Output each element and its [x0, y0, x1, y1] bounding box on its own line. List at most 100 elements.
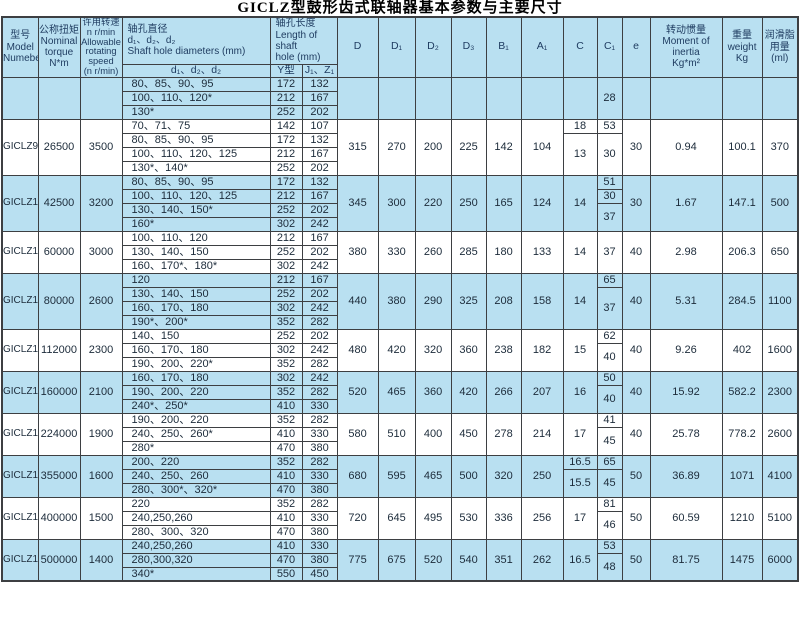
cell-D: 315	[336, 118, 379, 176]
cell-C1: 45	[596, 468, 623, 498]
table-row: GICLZ1042500320080、85、90、951721323453002…	[1, 174, 799, 232]
cell-D1: 380	[377, 272, 416, 330]
cell-length-j-z: 132	[301, 174, 338, 190]
cell-C1: 46	[596, 510, 623, 540]
cell-D2: 320	[414, 328, 452, 372]
cell-C: 14	[562, 272, 598, 330]
col-header-D3: D₃	[450, 16, 487, 78]
cell-shaft-diameters: 100、110、120、125	[121, 188, 271, 204]
cell-shaft-diameters: 160*	[121, 216, 271, 232]
table-row: 190*、200* 352 282	[2, 314, 798, 330]
cell-C: 16	[562, 370, 598, 414]
cell-length-y: 302	[269, 300, 303, 316]
cell-length-j-z: 242	[301, 258, 338, 274]
cell-shaft-diameters: 280、300、320	[121, 524, 271, 540]
cell-inertia	[649, 76, 723, 120]
cell-D2: 290	[414, 272, 452, 330]
cell-e	[621, 76, 651, 120]
cell-shaft-diameters: 160、170*、180*	[121, 258, 271, 274]
cell-D: 580	[336, 412, 379, 456]
cell-D: 480	[336, 328, 379, 372]
cell-C: 17	[562, 412, 598, 456]
cell-weight: 284.5	[721, 272, 763, 330]
col-subheader-j-z-type: J₁、Z₁	[301, 63, 338, 78]
cell-speed: 3000	[79, 230, 123, 274]
cell-A1: 158	[520, 272, 564, 330]
cell-length-y: 212	[269, 188, 303, 204]
cell-shaft-diameters: 100、110、120*	[121, 90, 271, 106]
cell-length-y: 252	[269, 244, 303, 260]
cell-length-j-z: 107	[301, 118, 338, 134]
cell-length-j-z: 282	[301, 384, 338, 400]
cell-weight: 206.3	[721, 230, 763, 274]
cell-C: 14	[562, 230, 598, 274]
cell-torque	[37, 76, 81, 120]
cell-length-y: 172	[269, 76, 303, 92]
cell-shaft-diameters: 130、140、150	[121, 286, 271, 302]
cell-shaft-diameters: 100、110、120	[121, 230, 271, 246]
cell-A1: 104	[520, 118, 564, 176]
cell-weight	[721, 76, 763, 120]
col-header-weight: 重量 weight Kg	[721, 16, 763, 78]
cell-length-y: 352	[269, 356, 303, 372]
cell-shaft-diameters: 80、85、90、95	[121, 132, 271, 148]
spec-table: 型号 Model Numeber 公称扭矩 Nominal torque N*m…	[1, 16, 800, 583]
cell-length-j-z: 330	[301, 426, 338, 442]
cell-D3: 285	[450, 230, 487, 274]
cell-D1: 300	[377, 174, 416, 232]
cell-C1: 40	[596, 342, 623, 372]
cell-torque: 400000	[37, 496, 81, 540]
cell-weight: 402	[721, 328, 763, 372]
cell-length-j-z: 167	[301, 188, 338, 204]
table-row: GICLZ131120002300140、1502522024804203203…	[1, 328, 799, 372]
col-header-model: 型号 Model Numeber	[1, 16, 39, 78]
cell-C: 14	[562, 174, 598, 232]
cell-inertia: 1.67	[649, 174, 723, 232]
cell-A1: 214	[520, 412, 564, 456]
cell-grease: 650	[761, 230, 799, 274]
table-row: 160、170*、180* 302 242	[2, 258, 798, 274]
cell-D1: 510	[377, 412, 416, 456]
cell-length-y: 410	[269, 538, 303, 554]
cell-D3: 360	[450, 328, 487, 372]
cell-model	[1, 76, 39, 120]
cell-inertia: 81.75	[649, 538, 723, 582]
cell-length-j-z: 282	[301, 454, 338, 470]
cell-shaft-diameters: 190、200、220	[121, 412, 271, 428]
cell-inertia: 15.92	[649, 370, 723, 414]
cell-C1: 37	[596, 286, 623, 330]
cell-length-j-z: 202	[301, 244, 338, 260]
cell-grease: 1100	[761, 272, 799, 330]
cell-e: 40	[621, 370, 651, 414]
cell-e: 40	[621, 272, 651, 330]
col-header-torque: 公称扭矩 Nominal torque N*m	[37, 16, 81, 78]
cell-length-j-z: 330	[301, 510, 338, 526]
cell-C	[562, 76, 598, 120]
cell-D2: 465	[414, 454, 452, 498]
cell-B1: 278	[485, 412, 522, 456]
cell-length-y: 212	[269, 272, 303, 288]
col-header-C1: C₁	[596, 16, 623, 78]
cell-C1: 37	[596, 230, 623, 274]
table-row: 240、250、260* 410 330 45	[2, 426, 798, 456]
cell-length-j-z: 202	[301, 104, 338, 120]
cell-D: 775	[336, 538, 379, 582]
table-row: 280,300,320 470 380 48	[2, 552, 798, 582]
cell-model: GICLZ9	[1, 118, 39, 176]
cell-shaft-diameters: 200、220	[121, 454, 271, 470]
cell-length-y: 212	[269, 230, 303, 246]
cell-grease: 500	[761, 174, 799, 232]
cell-D1: 595	[377, 454, 416, 498]
cell-speed: 1400	[79, 538, 123, 582]
col-subheader-diameters: d₁、d₂、d₂	[121, 63, 271, 78]
cell-inertia: 0.94	[649, 118, 723, 176]
cell-D3: 325	[450, 272, 487, 330]
cell-grease: 4100	[761, 454, 799, 498]
cell-weight: 778.2	[721, 412, 763, 456]
cell-length-j-z: 450	[301, 566, 338, 582]
cell-shaft-diameters: 130*、140*	[121, 160, 271, 176]
cell-grease: 370	[761, 118, 799, 176]
col-subheader-y-type: Y型	[269, 63, 303, 78]
